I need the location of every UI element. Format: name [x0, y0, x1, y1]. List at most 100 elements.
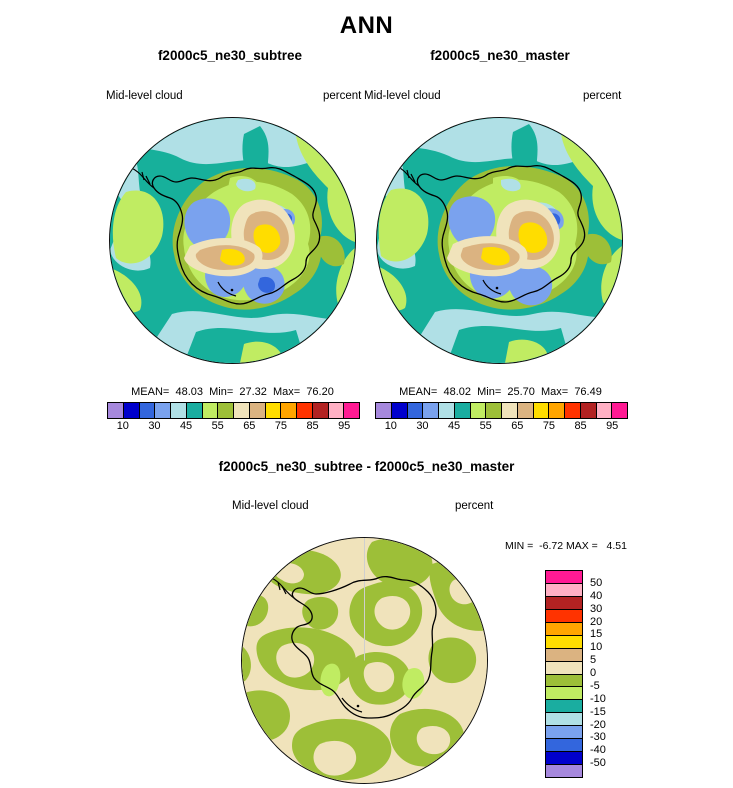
colorbar-tick-label: 85	[306, 420, 319, 432]
left-colorbar[interactable]: 10 30 45 55 65 75 85 95	[107, 402, 360, 435]
colorbar-cell[interactable]	[108, 403, 124, 418]
colorbar-tick-label: 65	[511, 420, 524, 432]
colorbar-tick-label: 75	[274, 420, 288, 432]
colorbar-cell[interactable]	[546, 713, 582, 727]
colorbar-tick-label: -10	[590, 692, 606, 705]
colorbar-cell[interactable]	[565, 403, 581, 418]
colorbar-cell[interactable]	[439, 403, 455, 418]
colorbar-cell[interactable]	[546, 622, 582, 636]
colorbar-cell[interactable]	[517, 403, 534, 418]
colorbar-tick-label: -40	[590, 744, 606, 757]
right-colorbar-strip[interactable]	[375, 402, 628, 419]
right-map-svg	[377, 118, 622, 363]
right-colorbar-labels: 10 30 45 55 65 75 85 95	[375, 419, 628, 435]
colorbar-tick-label: 85	[574, 420, 587, 432]
colorbar-cell[interactable]	[546, 648, 582, 662]
colorbar-cell[interactable]	[202, 403, 219, 418]
colorbar-cell[interactable]	[249, 403, 266, 418]
colorbar-tick-label: 30	[416, 420, 429, 432]
difference-colorbar-labels: 50 40 30 20 15 10 5 0 -5 -10 -15 -20 -30 -40 -50	[590, 570, 624, 776]
left-variable-label: Mid-level cloud	[106, 90, 183, 102]
colorbar-tick-label: -5	[590, 679, 600, 692]
colorbar-cell[interactable]	[546, 726, 582, 740]
left-map-svg	[110, 118, 355, 363]
colorbar-tick-label: 30	[590, 602, 603, 615]
colorbar-cell[interactable]	[186, 403, 203, 418]
colorbar-tick-label: 20	[590, 615, 603, 628]
colorbar-tick-label: 40	[590, 589, 603, 602]
right-map-antarctic[interactable]	[376, 117, 623, 364]
colorbar-cell[interactable]	[423, 403, 439, 418]
colorbar-tick-label: 10	[116, 420, 129, 432]
colorbar-cell[interactable]	[546, 596, 582, 610]
difference-colorbar[interactable]: 50 40 30 20 15 10 5 0 -5 -10 -15 -20 -30 -40 -50	[545, 570, 624, 778]
colorbar-cell[interactable]	[546, 687, 582, 701]
difference-panel-title: f2000c5_ne30_subtree - f2000c5_ne30_mast…	[218, 459, 515, 474]
colorbar-tick-label: 55	[211, 420, 224, 432]
colorbar-tick-label: 45	[179, 420, 193, 432]
colorbar-cell[interactable]	[546, 583, 582, 597]
colorbar-cell[interactable]	[407, 403, 424, 418]
colorbar-tick-label: 65	[243, 420, 256, 432]
colorbar-cell[interactable]	[549, 403, 565, 418]
colorbar-cell[interactable]	[328, 403, 345, 418]
colorbar-cell[interactable]	[546, 739, 582, 753]
colorbar-cell[interactable]	[546, 700, 582, 714]
colorbar-tick-label: -50	[590, 757, 606, 770]
colorbar-cell[interactable]	[297, 403, 313, 418]
colorbar-cell[interactable]	[546, 609, 582, 623]
left-panel-title: f2000c5_ne30_subtree	[157, 48, 303, 63]
right-colorbar[interactable]: 10 30 45 55 65 75 85 95	[375, 402, 628, 435]
colorbar-cell[interactable]	[281, 403, 297, 418]
colorbar-cell[interactable]	[312, 403, 329, 418]
colorbar-cell[interactable]	[580, 403, 597, 418]
colorbar-cell[interactable]	[376, 403, 392, 418]
colorbar-tick-label: 15	[590, 628, 603, 641]
colorbar-tick-label: 50	[590, 576, 603, 589]
colorbar-cell[interactable]	[265, 403, 282, 418]
colorbar-tick-label: 45	[447, 420, 461, 432]
colorbar-tick-label: 10	[590, 641, 603, 654]
colorbar-tick-label: -30	[590, 731, 606, 744]
colorbar-tick-label: -20	[590, 718, 606, 731]
right-stats-text: MEAN= 48.02 Min= 25.70 Max= 76.49	[399, 386, 602, 398]
colorbar-cell[interactable]	[546, 752, 582, 766]
colorbar-cell[interactable]	[155, 403, 171, 418]
right-units-label: percent	[583, 90, 622, 102]
colorbar-cell[interactable]	[486, 403, 502, 418]
colorbar-cell[interactable]	[546, 765, 582, 777]
colorbar-cell[interactable]	[546, 661, 582, 675]
difference-map-svg	[242, 538, 487, 783]
colorbar-tick-label: 0	[590, 667, 597, 679]
colorbar-cell[interactable]	[344, 403, 359, 418]
left-map-antarctic[interactable]	[109, 117, 356, 364]
colorbar-cell[interactable]	[171, 403, 187, 418]
colorbar-tick-label: -15	[590, 705, 606, 718]
colorbar-cell[interactable]	[612, 403, 627, 418]
colorbar-cell[interactable]	[391, 403, 408, 418]
left-stats-text: MEAN= 48.03 Min= 27.32 Max= 76.20	[131, 386, 334, 398]
colorbar-cell[interactable]	[546, 635, 582, 649]
left-units-label: percent	[323, 90, 362, 102]
difference-colorbar-strip[interactable]	[545, 570, 583, 778]
colorbar-cell[interactable]	[546, 571, 582, 584]
colorbar-cell[interactable]	[546, 674, 582, 688]
colorbar-tick-label: 95	[338, 420, 351, 432]
colorbar-cell[interactable]	[502, 403, 518, 418]
right-variable-label: Mid-level cloud	[364, 90, 441, 102]
colorbar-cell[interactable]	[454, 403, 471, 418]
difference-map-antarctic[interactable]	[241, 537, 488, 784]
colorbar-cell[interactable]	[533, 403, 550, 418]
right-panel-title: f2000c5_ne30_master	[430, 48, 570, 63]
colorbar-cell[interactable]	[123, 403, 140, 418]
colorbar-tick-label: 75	[542, 420, 556, 432]
colorbar-cell[interactable]	[234, 403, 250, 418]
colorbar-cell[interactable]	[218, 403, 234, 418]
left-colorbar-strip[interactable]	[107, 402, 360, 419]
colorbar-cell[interactable]	[139, 403, 156, 418]
difference-variable-label: Mid-level cloud	[232, 500, 309, 512]
colorbar-cell[interactable]	[596, 403, 613, 418]
colorbar-tick-label: 10	[384, 420, 397, 432]
colorbar-cell[interactable]	[470, 403, 487, 418]
difference-minmax-text: MIN = -6.72 MAX = 4.51	[505, 540, 627, 552]
